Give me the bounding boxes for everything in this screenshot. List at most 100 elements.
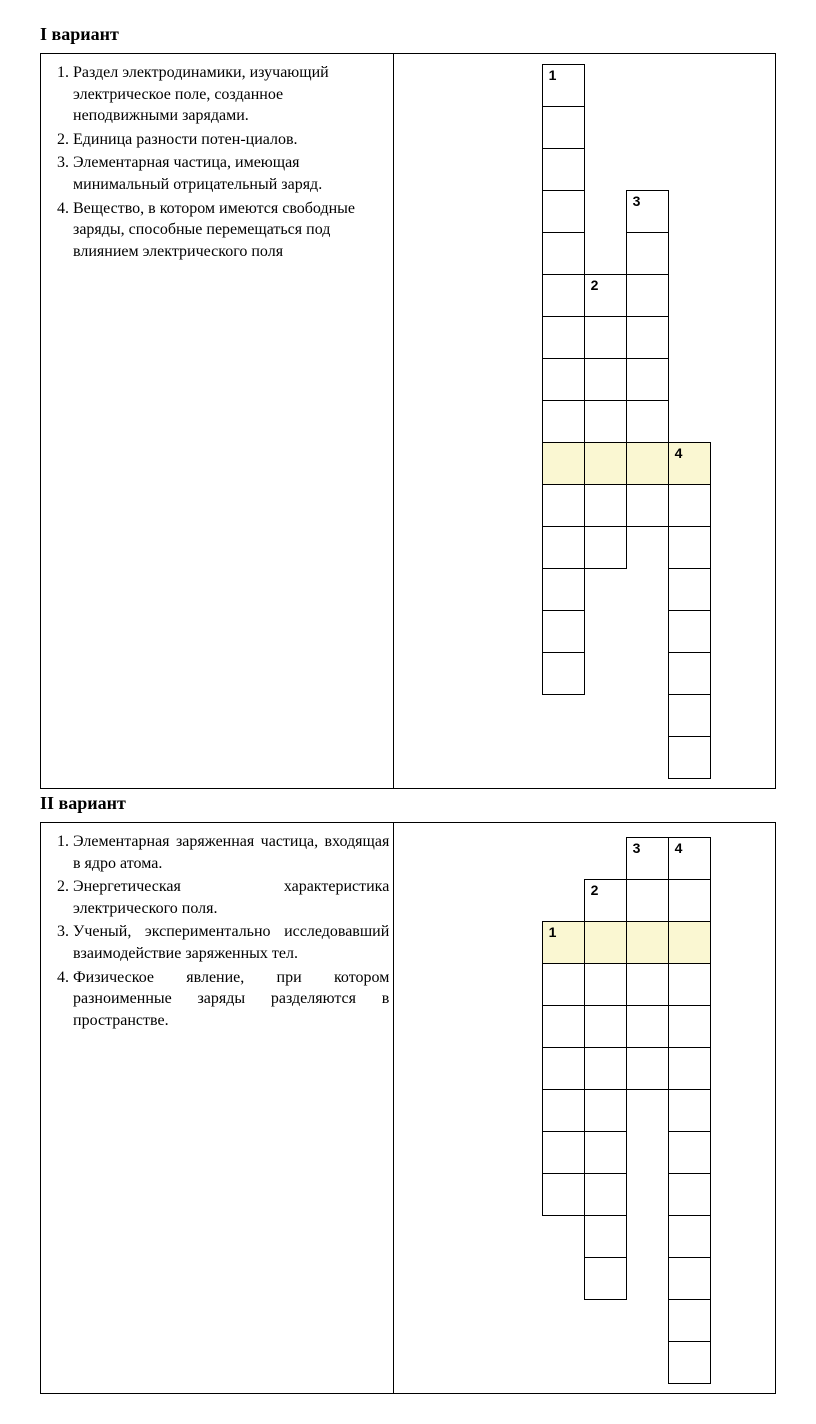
- variant1-clues: Раздел электродинамики, изучающий электр…: [41, 54, 393, 788]
- crossword-cell: [584, 1215, 627, 1258]
- crossword-cell: [668, 1257, 711, 1300]
- cell-number: 4: [675, 840, 683, 856]
- crossword-cell: [584, 921, 627, 964]
- crossword-cell: 1: [542, 921, 585, 964]
- crossword-cell: [626, 484, 669, 527]
- crossword-cell: [542, 963, 585, 1006]
- variant2-clues: Элементарная заряженная частица, входяща…: [41, 823, 393, 1393]
- clue-item: Ученый, экспериментально исследовавший в…: [73, 921, 389, 964]
- clue-item: Элементарная заряженная частица, входяща…: [73, 831, 389, 874]
- crossword-cell: [668, 879, 711, 922]
- crossword-cell: [626, 274, 669, 317]
- crossword-cell: [668, 1341, 711, 1384]
- crossword-cell: [668, 1173, 711, 1216]
- variant2-grid: 3 4 2 1: [456, 829, 714, 1387]
- crossword-cell: [542, 1005, 585, 1048]
- variant2-title: II вариант: [40, 793, 776, 814]
- crossword-cell: 2: [584, 879, 627, 922]
- variant1-title: I вариант: [40, 24, 776, 45]
- crossword-cell: [626, 358, 669, 401]
- crossword-cell: [542, 358, 585, 401]
- clue-item: Единица разности потен-циалов.: [73, 129, 389, 151]
- crossword-cell: [668, 694, 711, 737]
- clue-item: Раздел электродинамики, изучающий электр…: [73, 62, 389, 127]
- crossword-cell: [584, 400, 627, 443]
- crossword-cell: 3: [626, 837, 669, 880]
- crossword-cell: [542, 1131, 585, 1174]
- crossword-cell: [626, 1005, 669, 1048]
- crossword-cell: [542, 400, 585, 443]
- crossword-cell: [542, 484, 585, 527]
- crossword-cell: [584, 358, 627, 401]
- crossword-cell: [542, 106, 585, 149]
- crossword-cell: [626, 232, 669, 275]
- crossword-cell: [668, 1089, 711, 1132]
- crossword-cell: [584, 1005, 627, 1048]
- crossword-cell: [542, 274, 585, 317]
- cell-number: 4: [675, 445, 683, 461]
- crossword-cell: [584, 484, 627, 527]
- variant1-grid-col: 1 3 2 4: [393, 54, 775, 788]
- variant2-grid-col: 3 4 2 1: [393, 823, 775, 1393]
- crossword-cell: [626, 442, 669, 485]
- crossword-cell: [542, 148, 585, 191]
- crossword-cell: [542, 1089, 585, 1132]
- clue-item: Элементарная частица, имеющая минимальны…: [73, 152, 389, 195]
- crossword-cell: [668, 963, 711, 1006]
- crossword-cell: [668, 1131, 711, 1174]
- crossword-cell: [542, 232, 585, 275]
- crossword-cell: [584, 1047, 627, 1090]
- crossword-cell: [668, 1005, 711, 1048]
- crossword-cell: [668, 526, 711, 569]
- crossword-cell: 2: [584, 274, 627, 317]
- crossword-cell: 4: [668, 442, 711, 485]
- crossword-cell: [542, 1173, 585, 1216]
- crossword-cell: [542, 526, 585, 569]
- crossword-cell: [584, 963, 627, 1006]
- clue-item: Энергетическая характеристика электричес…: [73, 876, 389, 919]
- cell-number: 1: [549, 67, 557, 83]
- crossword-cell: [626, 1047, 669, 1090]
- clue-item: Вещество, в котором имеются свободные за…: [73, 198, 389, 263]
- crossword-cell: [668, 568, 711, 611]
- crossword-cell: 4: [668, 837, 711, 880]
- crossword-cell: [626, 963, 669, 1006]
- crossword-cell: [668, 736, 711, 779]
- variant1-box: Раздел электродинамики, изучающий электр…: [40, 53, 776, 789]
- crossword-cell: 1: [542, 64, 585, 107]
- variant1-grid: 1 3 2 4: [456, 60, 714, 782]
- crossword-cell: [584, 1089, 627, 1132]
- crossword-cell: [626, 400, 669, 443]
- crossword-cell: [668, 1215, 711, 1258]
- cell-number: 1: [549, 924, 557, 940]
- crossword-cell: [584, 442, 627, 485]
- crossword-cell: [584, 1173, 627, 1216]
- cell-number: 3: [633, 193, 641, 209]
- crossword-cell: [626, 316, 669, 359]
- cell-number: 2: [591, 277, 599, 293]
- crossword-cell: [668, 921, 711, 964]
- crossword-cell: [584, 1257, 627, 1300]
- crossword-cell: [542, 316, 585, 359]
- crossword-cell: [542, 610, 585, 653]
- cell-number: 3: [633, 840, 641, 856]
- crossword-cell: [668, 1299, 711, 1342]
- crossword-cell: [626, 879, 669, 922]
- crossword-cell: [668, 484, 711, 527]
- crossword-cell: [584, 316, 627, 359]
- crossword-cell: [626, 921, 669, 964]
- crossword-cell: [542, 1047, 585, 1090]
- crossword-cell: [542, 652, 585, 695]
- crossword-cell: 3: [626, 190, 669, 233]
- crossword-cell: [668, 1047, 711, 1090]
- crossword-cell: [584, 1131, 627, 1174]
- variant2-box: Элементарная заряженная частица, входяща…: [40, 822, 776, 1394]
- crossword-cell: [584, 526, 627, 569]
- crossword-cell: [668, 610, 711, 653]
- clue-item: Физическое явление, при котором разноиме…: [73, 967, 389, 1032]
- crossword-cell: [668, 652, 711, 695]
- crossword-cell: [542, 568, 585, 611]
- crossword-cell: [542, 190, 585, 233]
- cell-number: 2: [591, 882, 599, 898]
- crossword-cell: [542, 442, 585, 485]
